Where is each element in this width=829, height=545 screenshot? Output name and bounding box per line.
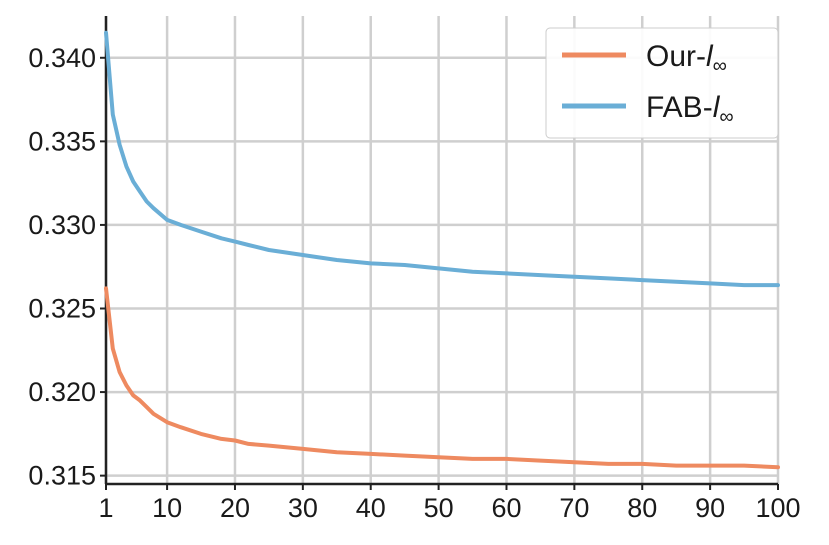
legend-label-our: Our-l∞: [646, 40, 727, 77]
x-tick-label: 40: [356, 493, 386, 523]
x-tick-label: 1: [98, 493, 113, 523]
series-line-our: [104, 286, 780, 470]
axes: [104, 16, 778, 486]
x-tick-label: 90: [695, 493, 725, 523]
y-axis-ticks: 0.315 0.320 0.325 0.330 0.335 0.340: [28, 43, 106, 491]
y-tick-label: 0.325: [28, 294, 96, 324]
series-line-fab: [104, 30, 780, 288]
x-tick-label: 10: [152, 493, 182, 523]
x-tick-label: 20: [220, 493, 250, 523]
x-tick-label: 80: [627, 493, 657, 523]
x-tick-label: 50: [424, 493, 454, 523]
x-tick-label: 70: [559, 493, 589, 523]
y-tick-label: 0.335: [28, 126, 96, 156]
series-lines: [104, 30, 780, 470]
legend: Our-l∞ FAB-l∞: [545, 27, 779, 139]
y-tick-label: 0.340: [28, 43, 96, 73]
y-tick-label: 0.315: [28, 461, 96, 491]
y-tick-label: 0.320: [28, 377, 96, 407]
x-tick-label: 100: [755, 493, 800, 523]
x-tick-label: 30: [288, 493, 318, 523]
x-tick-label: 60: [491, 493, 521, 523]
y-tick-label: 0.330: [28, 210, 96, 240]
x-axis-ticks: 1 10 20 30 40 50 60 70 80 90 100: [98, 484, 801, 523]
legend-label-fab: FAB-l∞: [646, 91, 734, 128]
